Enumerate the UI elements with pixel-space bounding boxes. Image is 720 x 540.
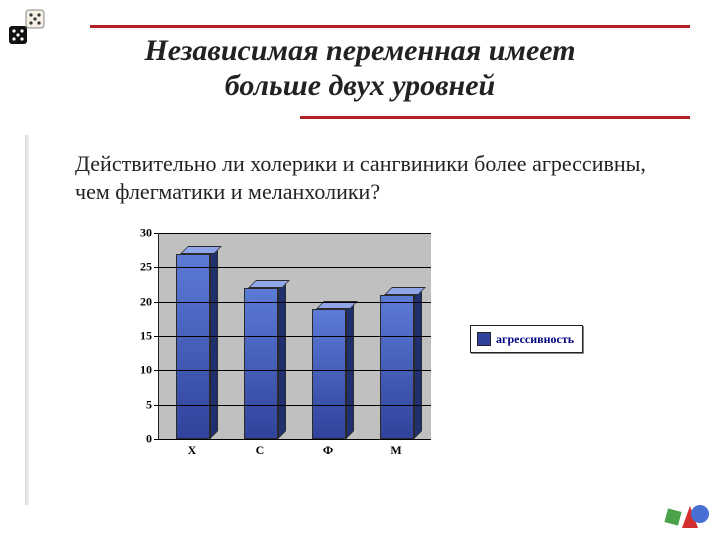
y-tick <box>154 405 158 406</box>
page-title: Независимая переменная имеет больше двух… <box>0 34 720 103</box>
grid-line <box>159 336 431 337</box>
bar-side <box>210 246 218 439</box>
bar-front <box>176 254 210 439</box>
left-gutter <box>25 135 29 505</box>
y-label: 10 <box>140 363 152 378</box>
y-label: 30 <box>140 226 152 241</box>
legend-label: агрессивность <box>496 332 574 347</box>
y-tick <box>154 302 158 303</box>
bar-front <box>380 295 414 439</box>
bar-front <box>244 288 278 439</box>
rule-top <box>90 25 690 28</box>
plot-area <box>158 233 431 440</box>
bar <box>244 280 286 439</box>
x-label: Х <box>188 443 197 458</box>
y-label: 15 <box>140 329 152 344</box>
y-axis-labels: 051015202530 <box>122 233 154 439</box>
y-tick <box>154 370 158 371</box>
slide: Независимая переменная имеет больше двух… <box>0 0 720 540</box>
grid-line <box>159 439 431 440</box>
y-tick <box>154 336 158 337</box>
y-tick <box>154 267 158 268</box>
y-label: 0 <box>146 432 152 447</box>
x-axis-labels: ХСФМ <box>158 443 430 463</box>
body-text: Действительно ли холерики и сангвиники б… <box>75 150 665 205</box>
y-label: 20 <box>140 294 152 309</box>
title-line2: больше двух уровней <box>225 69 495 102</box>
bar-chart: 0 5 10 15 20 25 30 Х С Ф М агрессивность <box>122 225 602 465</box>
shapes-icon <box>664 492 712 532</box>
x-label: С <box>256 443 265 458</box>
bar-side <box>278 280 286 439</box>
y-label: 5 <box>146 397 152 412</box>
chart-box: 0 5 10 15 20 25 30 Х С Ф М <box>122 225 452 465</box>
bar <box>176 246 218 439</box>
x-label: Ф <box>323 443 333 458</box>
legend-swatch <box>477 332 491 346</box>
grid-line <box>159 370 431 371</box>
title-line1: Независимая переменная имеет <box>144 34 575 67</box>
bar-front <box>312 309 346 439</box>
grid-line <box>159 233 431 234</box>
y-label: 25 <box>140 260 152 275</box>
rule-bottom <box>300 116 690 119</box>
grid-line <box>159 267 431 268</box>
grid-line <box>159 405 431 406</box>
x-label: М <box>390 443 401 458</box>
y-tick <box>154 233 158 234</box>
y-tick <box>154 439 158 440</box>
grid-line <box>159 302 431 303</box>
bar <box>380 287 422 439</box>
legend: агрессивность <box>470 325 583 353</box>
bar-side <box>414 287 422 439</box>
